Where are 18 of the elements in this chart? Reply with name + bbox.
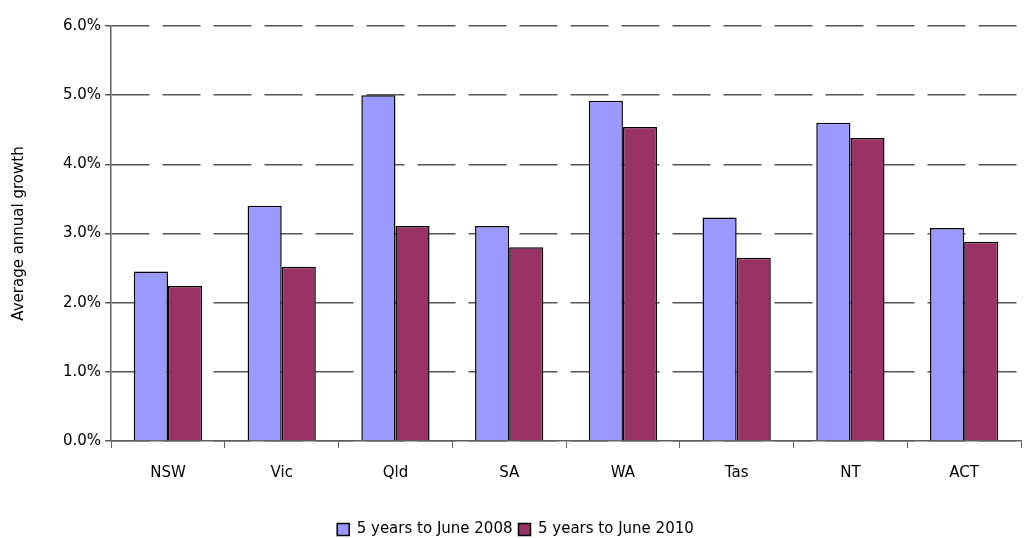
legend-label: 5 years to June 2008 bbox=[356, 519, 513, 538]
y-tick-label: 0.0% bbox=[63, 430, 102, 449]
x-tick-label: NT bbox=[840, 462, 862, 481]
y-tick-label: 4.0% bbox=[63, 154, 102, 173]
legend-label: 5 years to June 2010 bbox=[538, 519, 694, 538]
x-tick-label: Vic bbox=[270, 462, 293, 481]
y-tick-label: 1.0% bbox=[63, 361, 102, 380]
x-tick-label: WA bbox=[610, 462, 636, 481]
y-axis-title: Average annual growth bbox=[8, 146, 27, 321]
y-tick-label: 3.0% bbox=[63, 223, 102, 242]
x-tick-label: Qld bbox=[382, 462, 409, 481]
x-tick-label: SA bbox=[499, 462, 520, 481]
x-tick-label: Tas bbox=[723, 462, 749, 481]
x-tick-label: NSW bbox=[150, 462, 186, 481]
y-tick-label: 2.0% bbox=[63, 292, 102, 311]
y-tick-label: 5.0% bbox=[63, 85, 102, 104]
x-tick-label: ACT bbox=[949, 462, 980, 481]
y-tick-label: 6.0% bbox=[63, 15, 102, 34]
